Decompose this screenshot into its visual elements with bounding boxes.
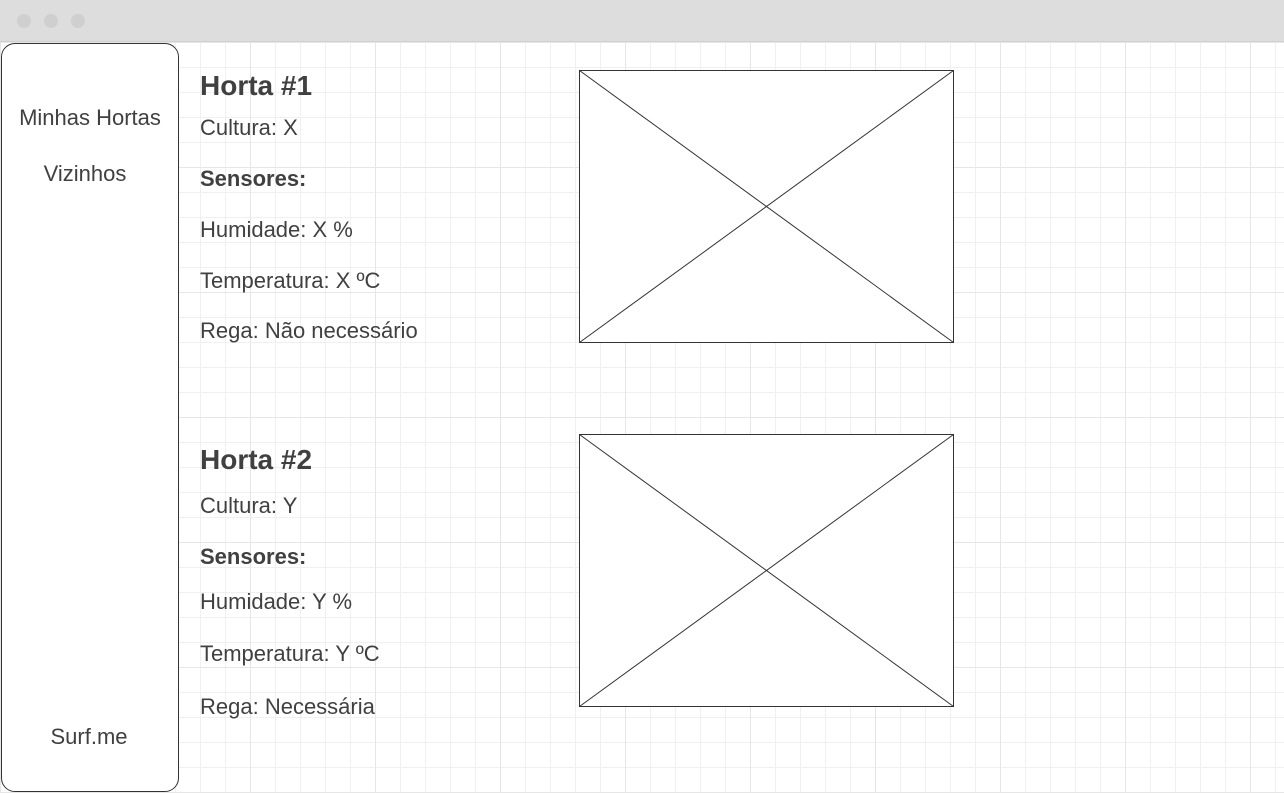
horta-2-temperatura: Temperatura: Y ºC xyxy=(200,641,380,666)
window-maximize-dot[interactable] xyxy=(71,14,85,28)
brand-label: Surf.me xyxy=(50,724,128,749)
window-titlebar xyxy=(0,0,1284,42)
sidebar-item-vizinhos[interactable]: Vizinhos xyxy=(43,161,127,186)
image-placeholder-icon xyxy=(579,70,954,343)
sidebar: Minhas Hortas Vizinhos Surf.me xyxy=(1,43,179,792)
horta-1-sensores-label: Sensores: xyxy=(200,166,307,191)
horta-1-title: Horta #1 xyxy=(200,70,313,101)
window-close-dot[interactable] xyxy=(17,14,31,28)
horta-1-image-placeholder xyxy=(579,70,954,343)
horta-2-rega: Rega: Necessária xyxy=(200,694,375,719)
horta-2-cultura: Cultura: Y xyxy=(200,493,298,518)
horta-2-image-placeholder xyxy=(579,434,954,707)
window-minimize-dot[interactable] xyxy=(44,14,58,28)
horta-1-cultura: Cultura: X xyxy=(200,115,298,140)
horta-1-humidade: Humidade: X % xyxy=(200,217,353,242)
horta-2-humidade: Humidade: Y % xyxy=(200,589,353,614)
horta-1-rega: Rega: Não necessário xyxy=(200,318,418,343)
horta-2-sensores-label: Sensores: xyxy=(200,544,307,569)
horta-1-temperatura: Temperatura: X ºC xyxy=(200,268,381,293)
horta-2-title: Horta #2 xyxy=(200,444,313,475)
image-placeholder-icon xyxy=(579,434,954,707)
sidebar-item-minhas-hortas[interactable]: Minhas Hortas xyxy=(19,105,161,130)
